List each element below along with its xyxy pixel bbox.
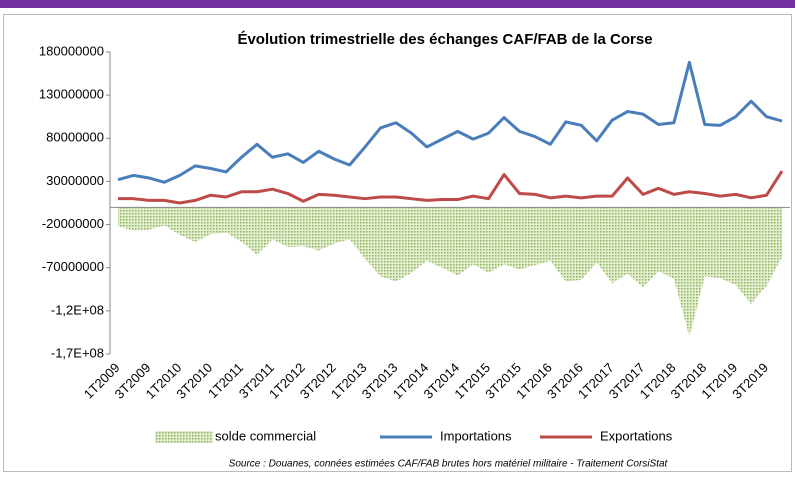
- y-tick-label: 30000000: [46, 173, 104, 188]
- legend-label: solde commercial: [215, 428, 316, 443]
- y-tick-label: -1,7E+08: [51, 345, 104, 360]
- y-tick-label: 180000000: [39, 43, 104, 58]
- area: [118, 207, 782, 337]
- source: Source : Douanes, connées estimées CAF/F…: [229, 459, 669, 470]
- line: [118, 170, 784, 205]
- y-tick-label: -20000000: [42, 216, 104, 231]
- y-tick-label: -1,2E+08: [51, 302, 104, 317]
- y-tick-label: 80000000: [46, 130, 104, 145]
- chart-title: Évolution trimestrielle des échanges CAF…: [237, 31, 652, 48]
- chart-frame: [3, 14, 792, 472]
- legend-swatch: [155, 431, 213, 443]
- legend-label: Importations: [440, 428, 512, 443]
- legend-label: Exportations: [600, 428, 673, 443]
- line: [117, 60, 783, 184]
- top-banner: [0, 0, 795, 8]
- y-tick-label: -70000000: [42, 259, 104, 274]
- y-tick-label: 130000000: [39, 87, 104, 102]
